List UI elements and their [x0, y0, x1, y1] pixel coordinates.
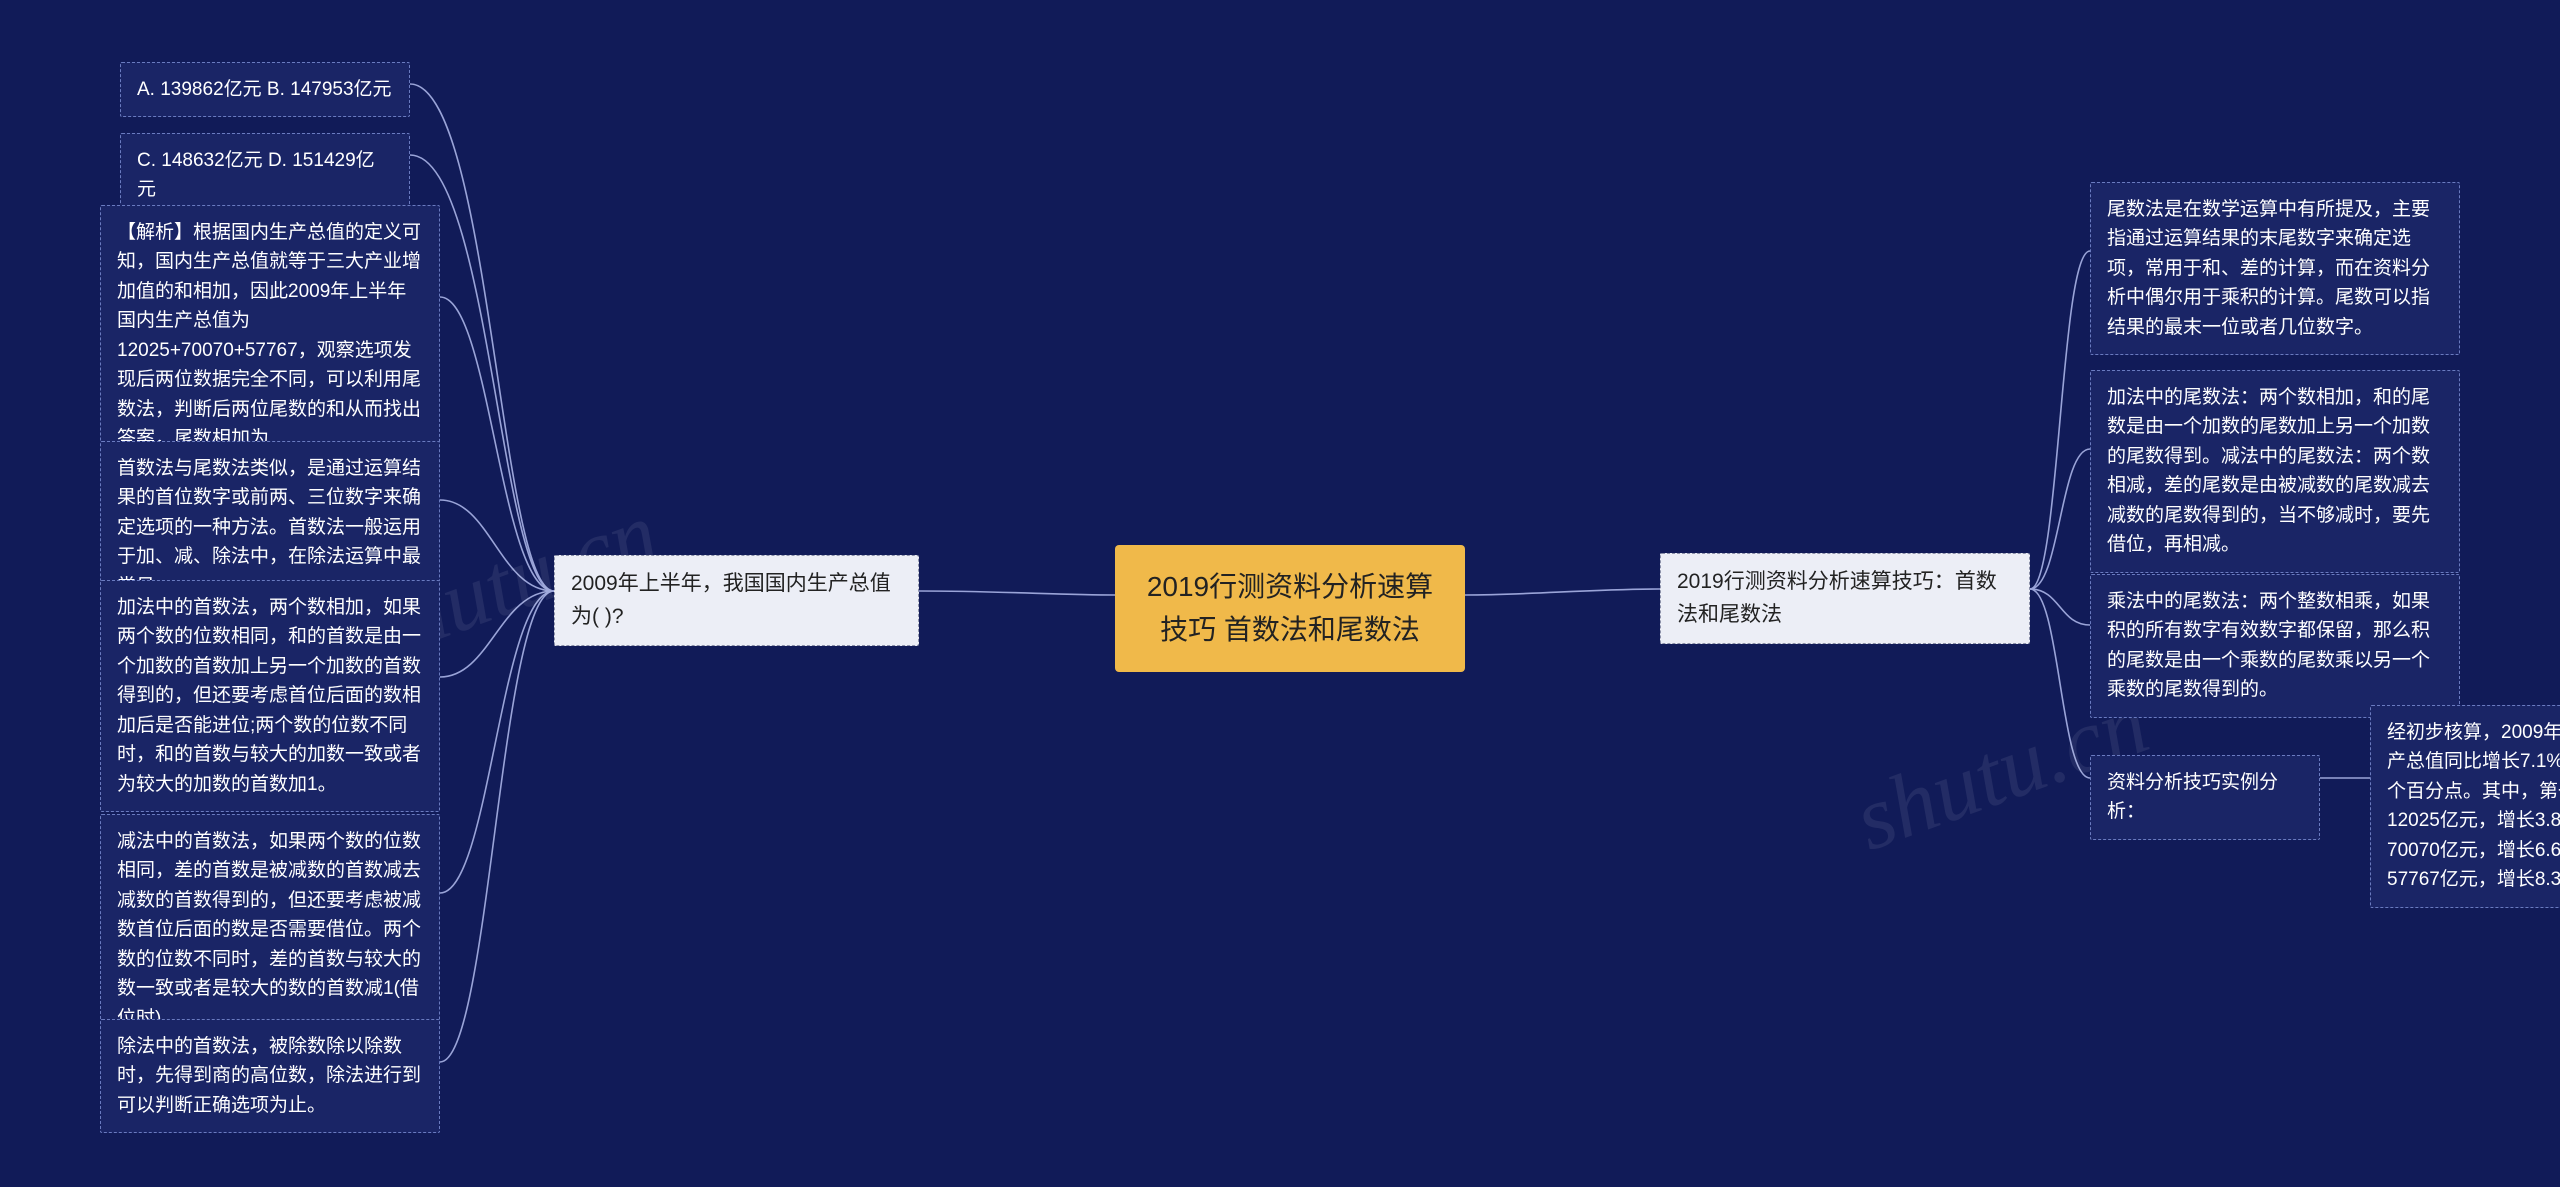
- right-node-3[interactable]: 资料分析技巧实例分析：: [2090, 755, 2320, 840]
- mindmap-canvas: shutu.cn shutu.cn 2019行测资料分析速算技巧 首数法和尾数法…: [0, 0, 2560, 1187]
- right-node-2[interactable]: 乘法中的尾数法：两个整数相乘，如果积的所有数字有效数字都保留，那么积的尾数是由一…: [2090, 574, 2460, 718]
- right-node-1[interactable]: 加法中的尾数法：两个数相加，和的尾数是由一个加数的尾数加上另一个加数的尾数得到。…: [2090, 370, 2460, 573]
- left-node-6[interactable]: 除法中的首数法，被除数除以除数时，先得到商的高位数，除法进行到可以判断正确选项为…: [100, 1019, 440, 1133]
- right-node-3-child[interactable]: 经初步核算，2009年上半年我国国内生产总值同比增长7.1%，比一季度加快1.0…: [2370, 705, 2560, 908]
- left-node-5[interactable]: 减法中的首数法，如果两个数的位数相同，差的首数是被减数的首数减去减数的首数得到的…: [100, 814, 440, 1046]
- right-branch[interactable]: 2019行测资料分析速算技巧：首数法和尾数法: [1660, 553, 2030, 644]
- left-node-4[interactable]: 加法中的首数法，两个数相加，如果两个数的位数相同，和的首数是由一个加数的首数加上…: [100, 580, 440, 812]
- left-node-0[interactable]: A. 139862亿元 B. 147953亿元: [120, 62, 410, 117]
- left-branch[interactable]: 2009年上半年，我国国内生产总值为( )?: [554, 555, 919, 646]
- center-topic[interactable]: 2019行测资料分析速算技巧 首数法和尾数法: [1115, 545, 1465, 672]
- right-node-0[interactable]: 尾数法是在数学运算中有所提及，主要指通过运算结果的末尾数字来确定选项，常用于和、…: [2090, 182, 2460, 355]
